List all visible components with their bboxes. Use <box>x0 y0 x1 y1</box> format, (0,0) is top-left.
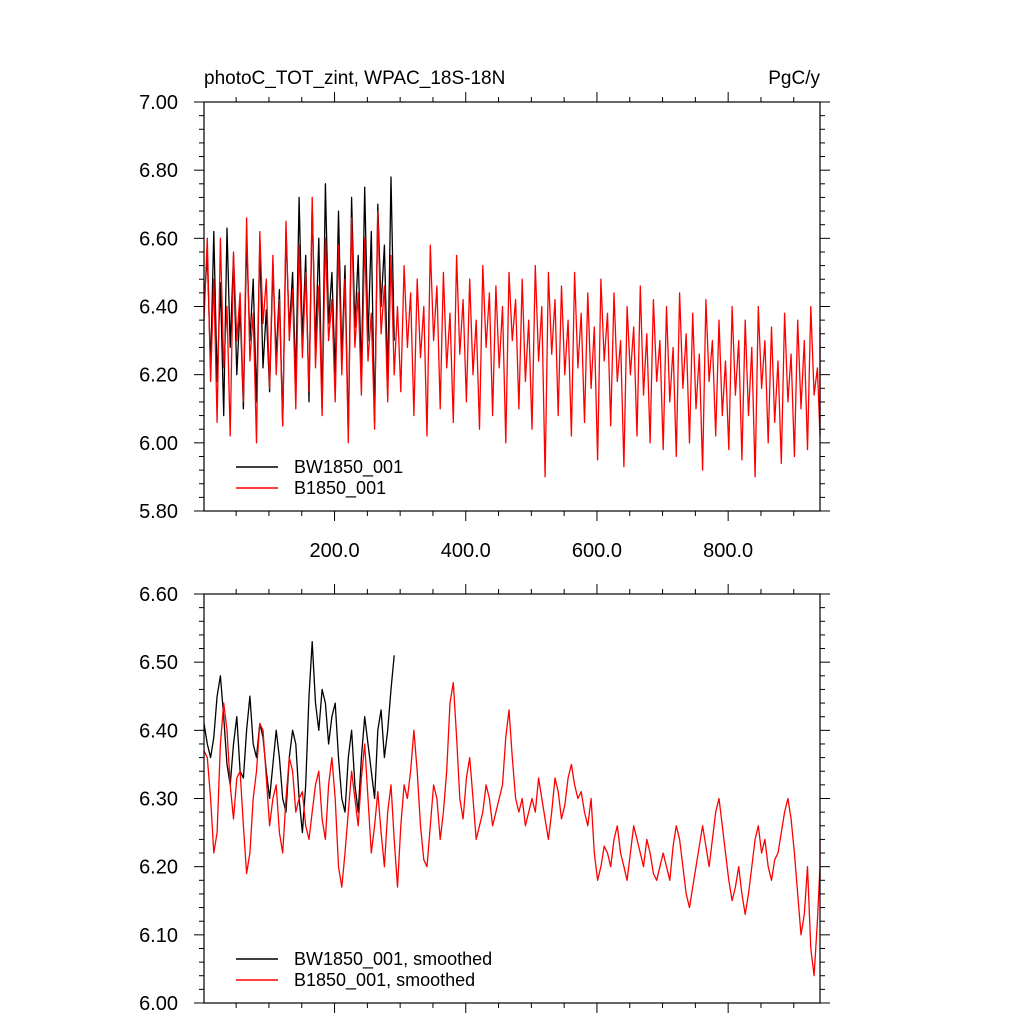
top-legend-label: BW1850_001 <box>294 457 403 478</box>
top-x-tick-label: 400.0 <box>441 540 491 562</box>
top-panel: 5.80 6.00 6.20 6.40 6.60 6.80 7.00 200.0 400.0 60… <box>139 92 830 562</box>
bottom-y-tick-label: 6.30 <box>139 789 178 811</box>
bottom-y-tick-label: 6.20 <box>139 857 178 879</box>
bottom-series-1-line <box>203 681 821 977</box>
top-series-1-line <box>203 196 821 478</box>
top-legend-label: B1850_001 <box>294 478 386 499</box>
top-x-tick-label: 600.0 <box>572 540 622 562</box>
bottom-y-tick-label: 6.60 <box>139 584 178 606</box>
top-y-tick-label: 6.20 <box>139 365 178 387</box>
bottom-y-tick-label: 6.10 <box>139 925 178 947</box>
bottom-y-tick-label: 6.00 <box>139 993 178 1015</box>
top-y-tick-label: 5.80 <box>139 501 178 523</box>
top-y-tick-label: 6.60 <box>139 228 178 250</box>
top-y-tick-label: 6.80 <box>139 160 178 182</box>
bottom-y-tick-label: 6.40 <box>139 720 178 742</box>
title-left: photoC_TOT_zint, WPAC_18S-18N <box>204 68 505 89</box>
bottom-legend-label: B1850_001, smoothed <box>294 970 475 991</box>
bottom-legend-label: BW1850_001, smoothed <box>294 949 492 970</box>
top-x-tick-label: 800.0 <box>703 540 753 562</box>
bottom-y-tick-label: 6.50 <box>139 652 178 674</box>
top-x-tick-label: 200.0 <box>310 540 360 562</box>
top-y-tick-label: 6.00 <box>139 433 178 455</box>
title-right: PgC/y <box>768 68 820 89</box>
top-y-tick-label: 6.40 <box>139 297 178 319</box>
top-y-tick-label: 7.00 <box>139 92 178 114</box>
bottom-panel: 6.00 6.10 6.20 6.30 6.40 6.50 6.60 BW1850_001, … <box>139 584 830 1015</box>
